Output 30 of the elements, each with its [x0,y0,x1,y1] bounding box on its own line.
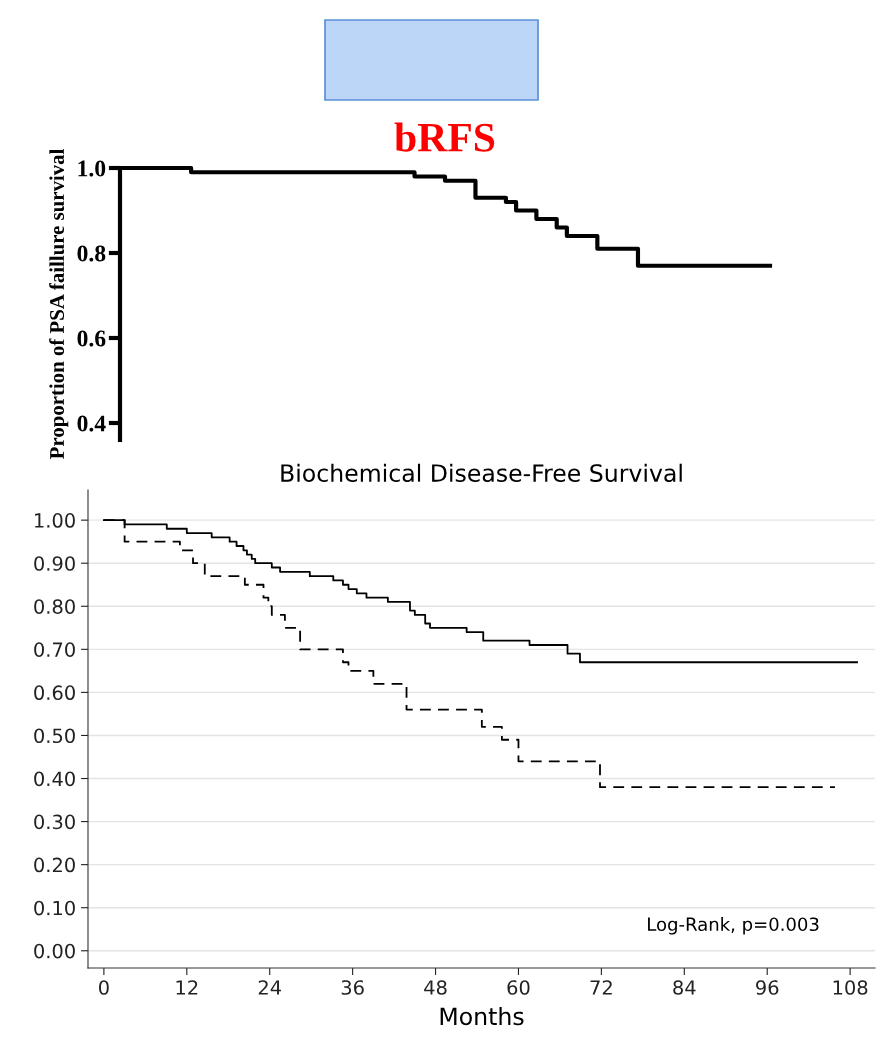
x-tick-label: 60 [507,980,530,995]
y-tick-label: 0.40 [34,771,75,787]
y-tick-label: 0.90 [34,556,75,571]
y-tick-label: 0.20 [34,857,75,873]
annotation: Log-Rank, p=0.003 [648,917,819,935]
x-tick-label: 84 [673,980,696,995]
y-tick-label: 1.00 [35,513,75,528]
y-axis-title: Proportion of PSA faillure survival [49,149,69,459]
x-tick-label: 48 [424,980,447,995]
x-tick-label: 108 [833,980,868,995]
x-tick-label: 36 [341,980,364,995]
y-tick-label: 0.60 [34,685,75,701]
y-tick-label: 0.10 [34,900,75,916]
y-tick-label: 0.8 [77,245,106,262]
y-tick-label: 0.6 [77,330,106,347]
y-tick-label: 0.70 [34,642,75,657]
y-tick-label: 0.80 [34,599,75,614]
y-tick-label: 0.50 [34,728,75,744]
y-tick-label: 0.30 [34,814,75,830]
chart-title: Biochemical Disease-Free Survival [281,463,682,482]
x-axis-title: Months [440,1006,524,1026]
y-tick-label: 1.0 [78,160,106,177]
x-tick-label: 24 [258,980,281,995]
chart-title: bRFS [394,122,495,152]
x-tick-label: 12 [176,980,198,995]
y-tick-label: 0.00 [34,943,75,959]
x-tick-label: 72 [590,980,612,995]
y-tick-label: 0.4 [77,415,106,432]
x-tick-label: 96 [756,980,779,995]
x-tick-label: 0 [98,980,109,995]
